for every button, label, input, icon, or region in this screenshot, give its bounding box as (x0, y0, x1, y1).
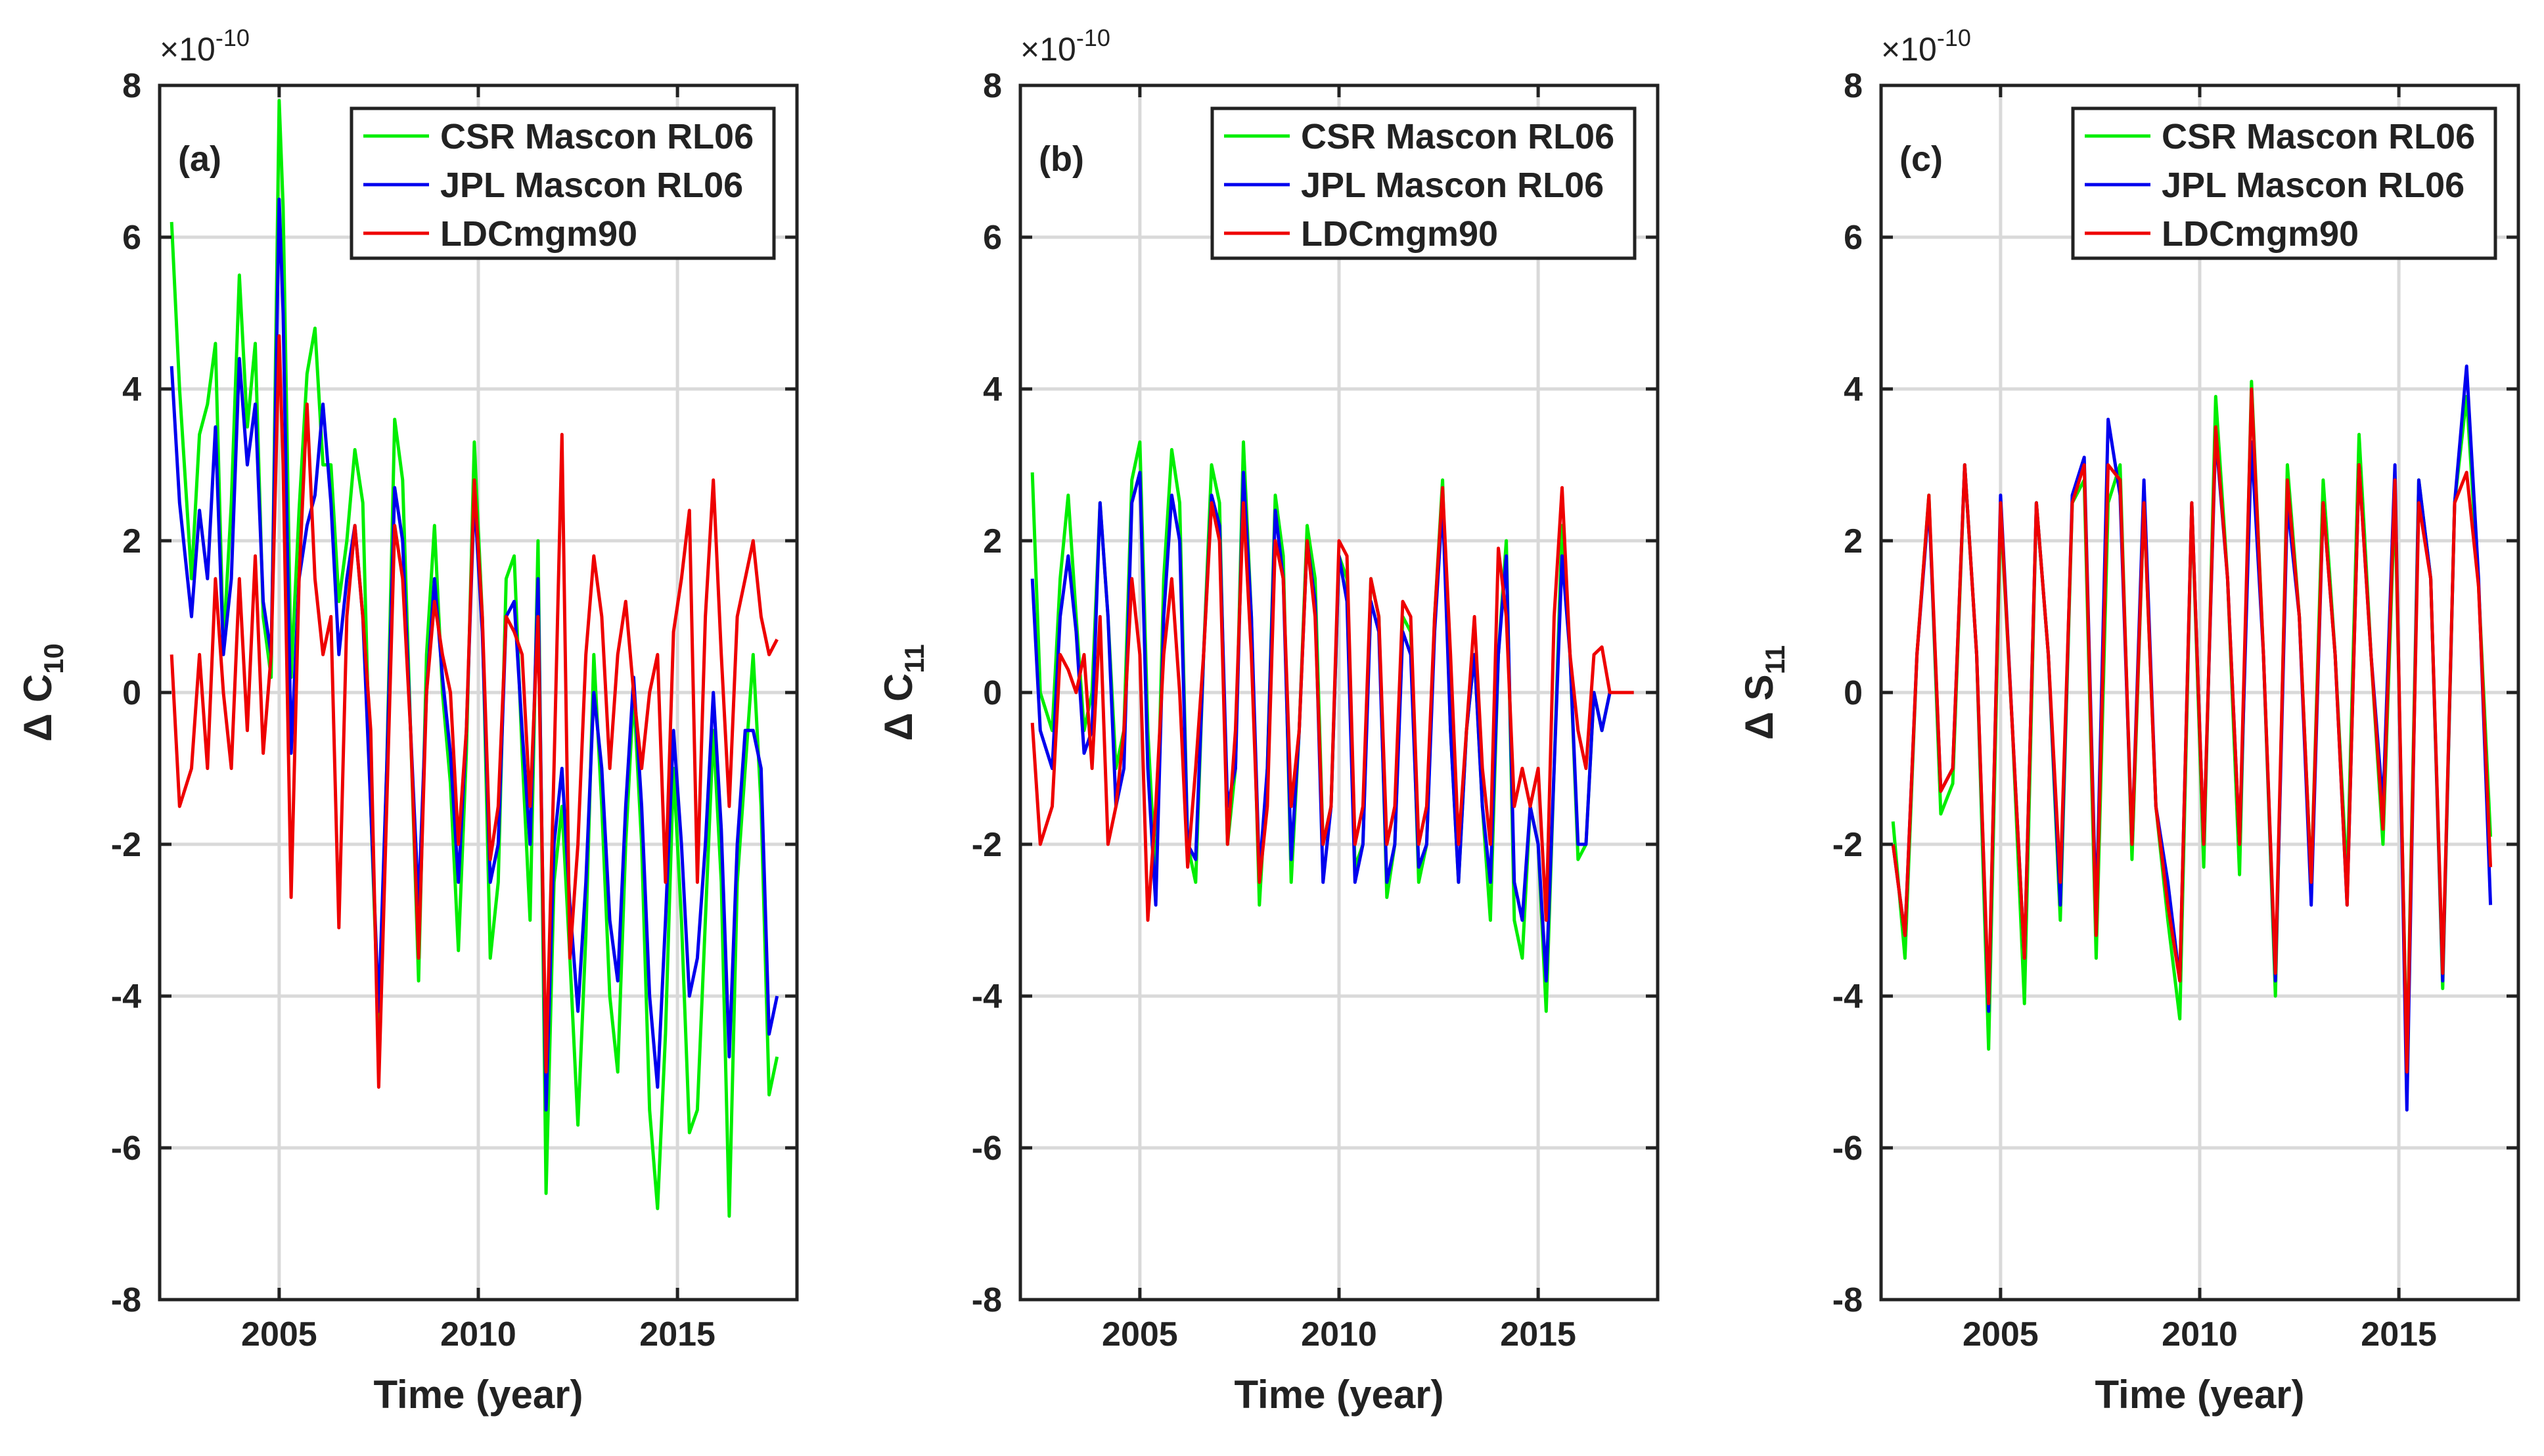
x-tick-label: 2015 (1500, 1315, 1576, 1354)
y-tick-label: -6 (972, 1129, 1002, 1168)
panel-label: (a) (178, 139, 221, 179)
y-axis-label-sub: 11 (899, 644, 930, 673)
legend-label: CSR Mascon RL06 (1301, 117, 1614, 156)
y-tick-label: 4 (1844, 371, 1863, 409)
x-axis-label: Time (year) (1234, 1373, 1443, 1417)
exponent-power: -10 (1937, 24, 1971, 51)
y-tick-label: 0 (1844, 674, 1863, 712)
y-tick-label: 8 (1844, 67, 1863, 105)
y-tick-label: -2 (111, 826, 141, 864)
y-tick-label: -6 (1832, 1129, 1863, 1168)
y-tick-label: -8 (111, 1281, 141, 1319)
y-tick-label: 0 (122, 674, 141, 712)
panel-b: -8 -6 -4 -2 0 2 4 6 8 2005 2010 2015 ×10-10 Time (yea… (876, 24, 1660, 1417)
legend-label: LDCmgm90 (2162, 214, 2359, 254)
y-tick-label: -4 (111, 978, 141, 1016)
exponent-base: ×10 (160, 31, 216, 68)
y-tick-label: -2 (972, 826, 1002, 864)
y-tick-label: 6 (122, 219, 141, 257)
exponent-label: ×10-10 (1881, 24, 1971, 68)
y-tick-label: 8 (122, 67, 141, 105)
panel-c: -8 -6 -4 -2 0 2 4 6 8 2005 2010 2015 ×10-10 Time (yea… (1737, 24, 2520, 1417)
x-axis-label: Time (year) (373, 1373, 583, 1417)
y-tick-label: -8 (972, 1281, 1002, 1319)
exponent-base: ×10 (1020, 31, 1076, 68)
y-tick-label: 0 (983, 674, 1002, 712)
exponent-label: ×10-10 (1020, 24, 1110, 68)
x-tick-label: 2015 (2361, 1315, 2437, 1354)
x-tick-label: 2010 (1301, 1315, 1377, 1354)
x-tick-label: 2010 (440, 1315, 516, 1354)
y-tick-label: 8 (983, 67, 1002, 105)
exponent-power: -10 (216, 24, 250, 51)
y-tick-label: -2 (1832, 826, 1863, 864)
y-tick-label: 4 (122, 371, 141, 409)
legend: CSR Mascon RL06 JPL Mascon RL06 LDCmgm90 (350, 106, 776, 260)
y-tick-label: 2 (122, 522, 141, 560)
y-tick-label: 6 (983, 219, 1002, 257)
y-axis-label-main: Δ C (876, 673, 920, 741)
y-tick-label: 4 (983, 371, 1002, 409)
legend-label: LDCmgm90 (440, 214, 637, 254)
y-axis-label-sub: 11 (1760, 645, 1790, 674)
legend: CSR Mascon RL06 JPL Mascon RL06 LDCmgm90 (1210, 106, 1637, 260)
y-tick-label: -6 (111, 1129, 141, 1168)
x-tick-label: 2015 (639, 1315, 716, 1354)
legend-label: CSR Mascon RL06 (2162, 117, 2475, 156)
y-axis-label: Δ C10 (16, 643, 69, 742)
panel-a: -8 -6 -4 -2 0 2 4 6 8 2005 2010 2015 ×10-10 Time (yea… (16, 24, 799, 1417)
y-axis-label: Δ S11 (1737, 645, 1790, 740)
legend-label: JPL Mascon RL06 (1301, 166, 1604, 205)
y-axis-label: Δ C11 (876, 644, 930, 741)
y-tick-label: -8 (1832, 1281, 1863, 1319)
exponent-label: ×10-10 (160, 24, 250, 68)
legend-label: CSR Mascon RL06 (440, 117, 754, 156)
legend-label: LDCmgm90 (1301, 214, 1498, 254)
x-tick-label: 2005 (241, 1315, 317, 1354)
series-line-ldcmgm90 (1030, 486, 1634, 922)
legend-label: JPL Mascon RL06 (440, 166, 743, 205)
x-tick-label: 2005 (1963, 1315, 2039, 1354)
y-tick-label: 2 (983, 522, 1002, 560)
exponent-base: ×10 (1881, 31, 1937, 68)
exponent-power: -10 (1076, 24, 1110, 51)
legend: CSR Mascon RL06 JPL Mascon RL06 LDCmgm90 (2071, 106, 2497, 260)
series-line-ldcmgm90 (1891, 387, 2493, 1074)
series-line-ldcmgm90 (170, 334, 779, 1089)
y-axis-label-sub: 10 (38, 643, 69, 674)
x-tick-label: 2010 (2162, 1315, 2238, 1354)
y-tick-label: -4 (1832, 978, 1863, 1016)
y-axis-label-main: Δ C (16, 674, 60, 742)
y-tick-label: 2 (1844, 522, 1863, 560)
legend-label: JPL Mascon RL06 (2162, 166, 2464, 205)
x-tick-label: 2005 (1102, 1315, 1178, 1354)
y-axis-label-main: Δ S (1737, 674, 1781, 740)
x-axis-label: Time (year) (2095, 1373, 2304, 1417)
panel-label: (b) (1039, 139, 1084, 179)
y-tick-label: -4 (972, 978, 1002, 1016)
y-tick-label: 6 (1844, 219, 1863, 257)
panel-label: (c) (1899, 139, 1943, 179)
